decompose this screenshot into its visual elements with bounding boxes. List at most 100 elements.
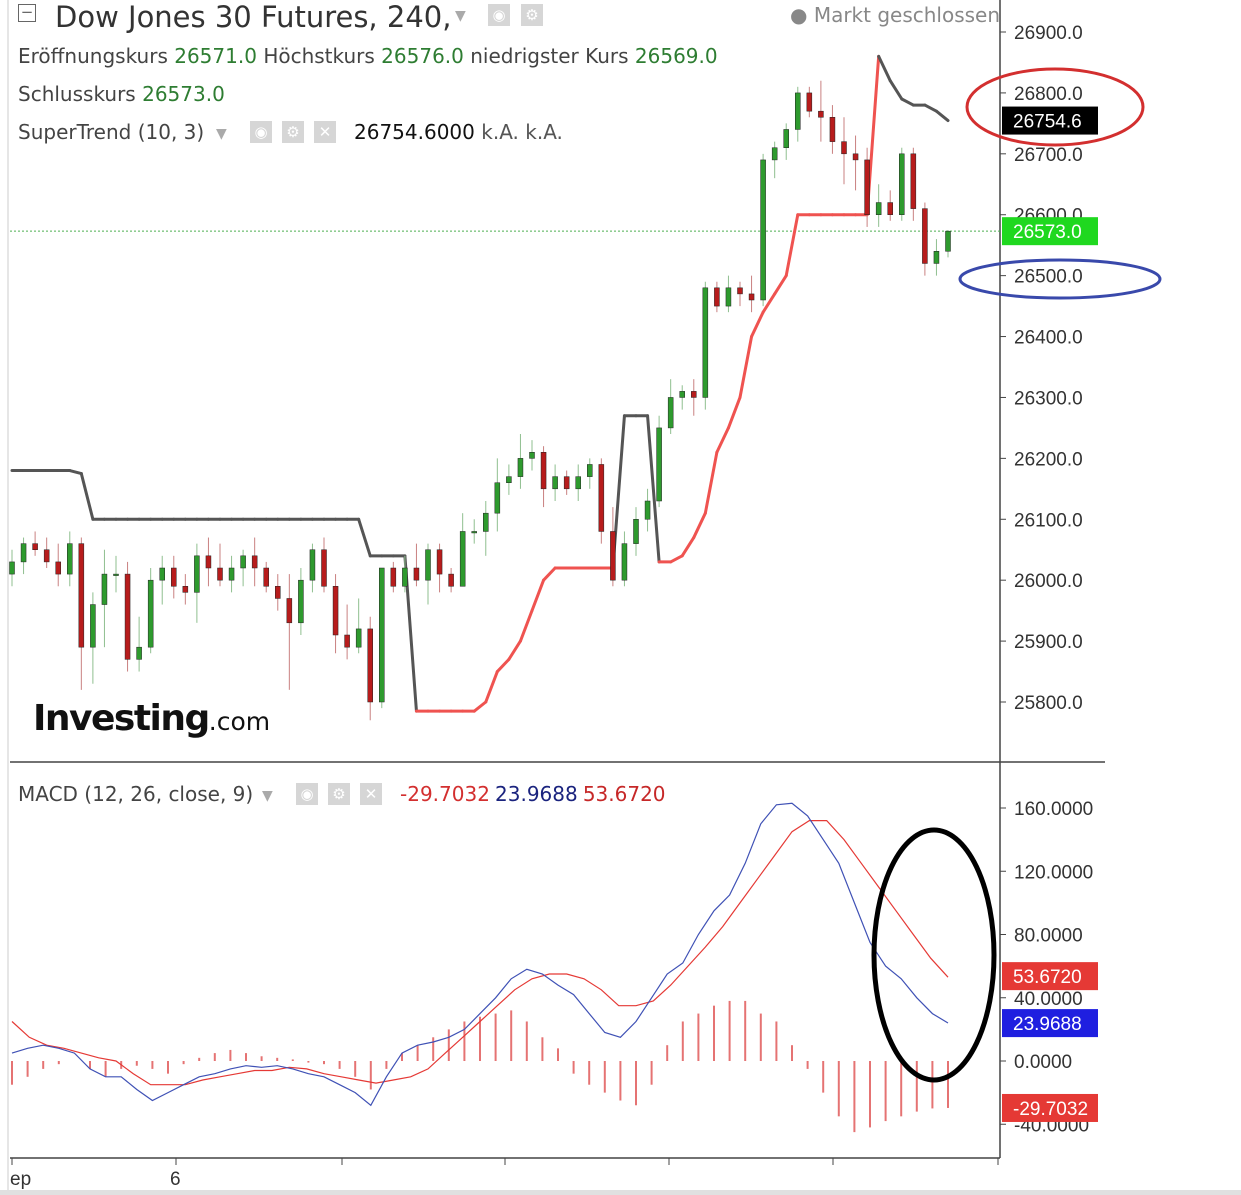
supertrend-segment (507, 639, 522, 661)
candle-body (806, 92, 813, 112)
market-status: ● Markt geschlossen (790, 3, 1000, 27)
macd-line-value: 23.9688 (495, 782, 578, 806)
candle-body (20, 543, 27, 563)
candle-body (413, 567, 420, 581)
candle-body (101, 573, 108, 605)
macd-gear-icon[interactable]: ⚙ (328, 783, 350, 805)
candle-body (32, 543, 38, 550)
supertrend-segment (484, 670, 499, 704)
close-label: Schlusskurs (18, 82, 136, 106)
title-chevron-down-icon[interactable]: ▼ (455, 8, 466, 24)
candle-body (760, 159, 766, 301)
time-tick-label: 6 (170, 1169, 181, 1190)
candle-body (899, 153, 905, 215)
high-value: 26576.0 (381, 44, 464, 68)
supertrend-segment (646, 414, 661, 564)
supertrend-v2: k.A. (481, 120, 519, 144)
supertrend-gear-icon[interactable]: ⚙ (282, 121, 304, 143)
candle-body (852, 153, 859, 161)
candle-body (275, 586, 281, 599)
candle-body (933, 251, 940, 264)
blue-ellipse-annotation (958, 258, 1162, 300)
collapse-icon[interactable]: − (18, 4, 36, 22)
supertrend-segment (669, 554, 684, 564)
supertrend-segment (680, 536, 696, 558)
candle-body (228, 567, 235, 581)
candle-body (598, 464, 605, 532)
supertrend-chevron-down-icon[interactable]: ▼ (216, 126, 227, 142)
price-tick-label: 26500.0 (1014, 267, 1083, 288)
visibility-eye-icon[interactable]: ◉ (488, 4, 510, 26)
candle-body (610, 531, 616, 581)
candle-body (795, 92, 801, 130)
candle-body (402, 567, 408, 587)
candle-body (113, 573, 119, 576)
macd-signal-badge-bg (1002, 962, 1098, 991)
candle-body (633, 519, 639, 544)
candle-body (205, 555, 212, 569)
macd-hist-badge-bg (1002, 1093, 1098, 1122)
candle-body (159, 567, 165, 581)
supertrend-segment (888, 79, 904, 101)
candle-body (506, 476, 512, 483)
candle-body (483, 512, 489, 532)
macd-label: MACD (12, 26, close, 9) (18, 782, 254, 806)
macd-values: -29.7032 23.9688 53.6720 (400, 782, 666, 806)
macd-close-icon[interactable]: ✕ (360, 783, 382, 805)
macd-signal-badge: 53.6720 (1013, 967, 1082, 988)
supertrend-segment (738, 335, 754, 399)
macd-hist-badge: -29.7032 (1013, 1099, 1088, 1120)
candle-body (136, 646, 142, 660)
candle-body (182, 586, 189, 593)
macd-chevron-down-icon[interactable]: ▼ (262, 788, 273, 804)
supertrend-segment (900, 97, 915, 107)
candle-body (43, 549, 50, 563)
candle-body (679, 391, 685, 398)
settings-gear-icon[interactable]: ⚙ (521, 4, 543, 26)
last-price-label-bg (1002, 217, 1098, 246)
candle-body (379, 567, 385, 703)
black-ellipse-annotation (871, 827, 997, 1083)
candle-body (90, 604, 96, 648)
candle-body (448, 573, 454, 587)
candle-body (298, 579, 304, 624)
macd-eye-icon[interactable]: ◉ (296, 783, 318, 805)
candle-body (540, 452, 547, 490)
status-text: Markt geschlossen (813, 3, 1001, 27)
candle-body (818, 110, 824, 118)
candle-body (471, 531, 477, 534)
supertrend-legend: SuperTrend (10, 3) (18, 120, 204, 144)
macd-legend: MACD (12, 26, close, 9) (18, 782, 253, 806)
candle-body (390, 567, 397, 587)
candle-body (147, 579, 154, 648)
macd-tick-label: 0.0000 (1014, 1052, 1072, 1073)
price-tick-label: 26200.0 (1014, 449, 1083, 470)
price-tick-label: 26900.0 (1014, 23, 1083, 44)
supertrend-segment (542, 566, 557, 582)
candle-body (240, 555, 246, 569)
candle-body (748, 293, 755, 301)
supertrend-segment (934, 109, 950, 123)
supertrend-segment (773, 274, 788, 296)
candle-body (841, 141, 847, 155)
time-tick-label: ep (10, 1169, 31, 1190)
supertrend-segment (715, 426, 730, 454)
macd-tick-label: 80.0000 (1014, 926, 1083, 947)
macd-tick-label: 40.0000 (1014, 989, 1083, 1010)
supertrend-segment (518, 609, 534, 643)
supertrend-eye-icon[interactable]: ◉ (250, 121, 272, 143)
candle-body (55, 561, 61, 575)
investing-logo: Investing.com (33, 698, 270, 739)
supertrend-segment (784, 213, 800, 278)
price-tick-label: 26000.0 (1014, 571, 1083, 592)
supertrend-segment (877, 54, 892, 83)
supertrend-segment (923, 103, 938, 113)
low-value: 26569.0 (634, 44, 718, 68)
price-tick-label: 26300.0 (1014, 388, 1083, 409)
price-axis: 26900.026800.026700.026600.026500.026400… (10, 23, 1098, 714)
candle-body (251, 555, 258, 569)
supertrend-close-icon[interactable]: ✕ (314, 121, 336, 143)
macd-signal-line (11, 819, 949, 1086)
supertrend-v3: k.A. (525, 120, 563, 144)
